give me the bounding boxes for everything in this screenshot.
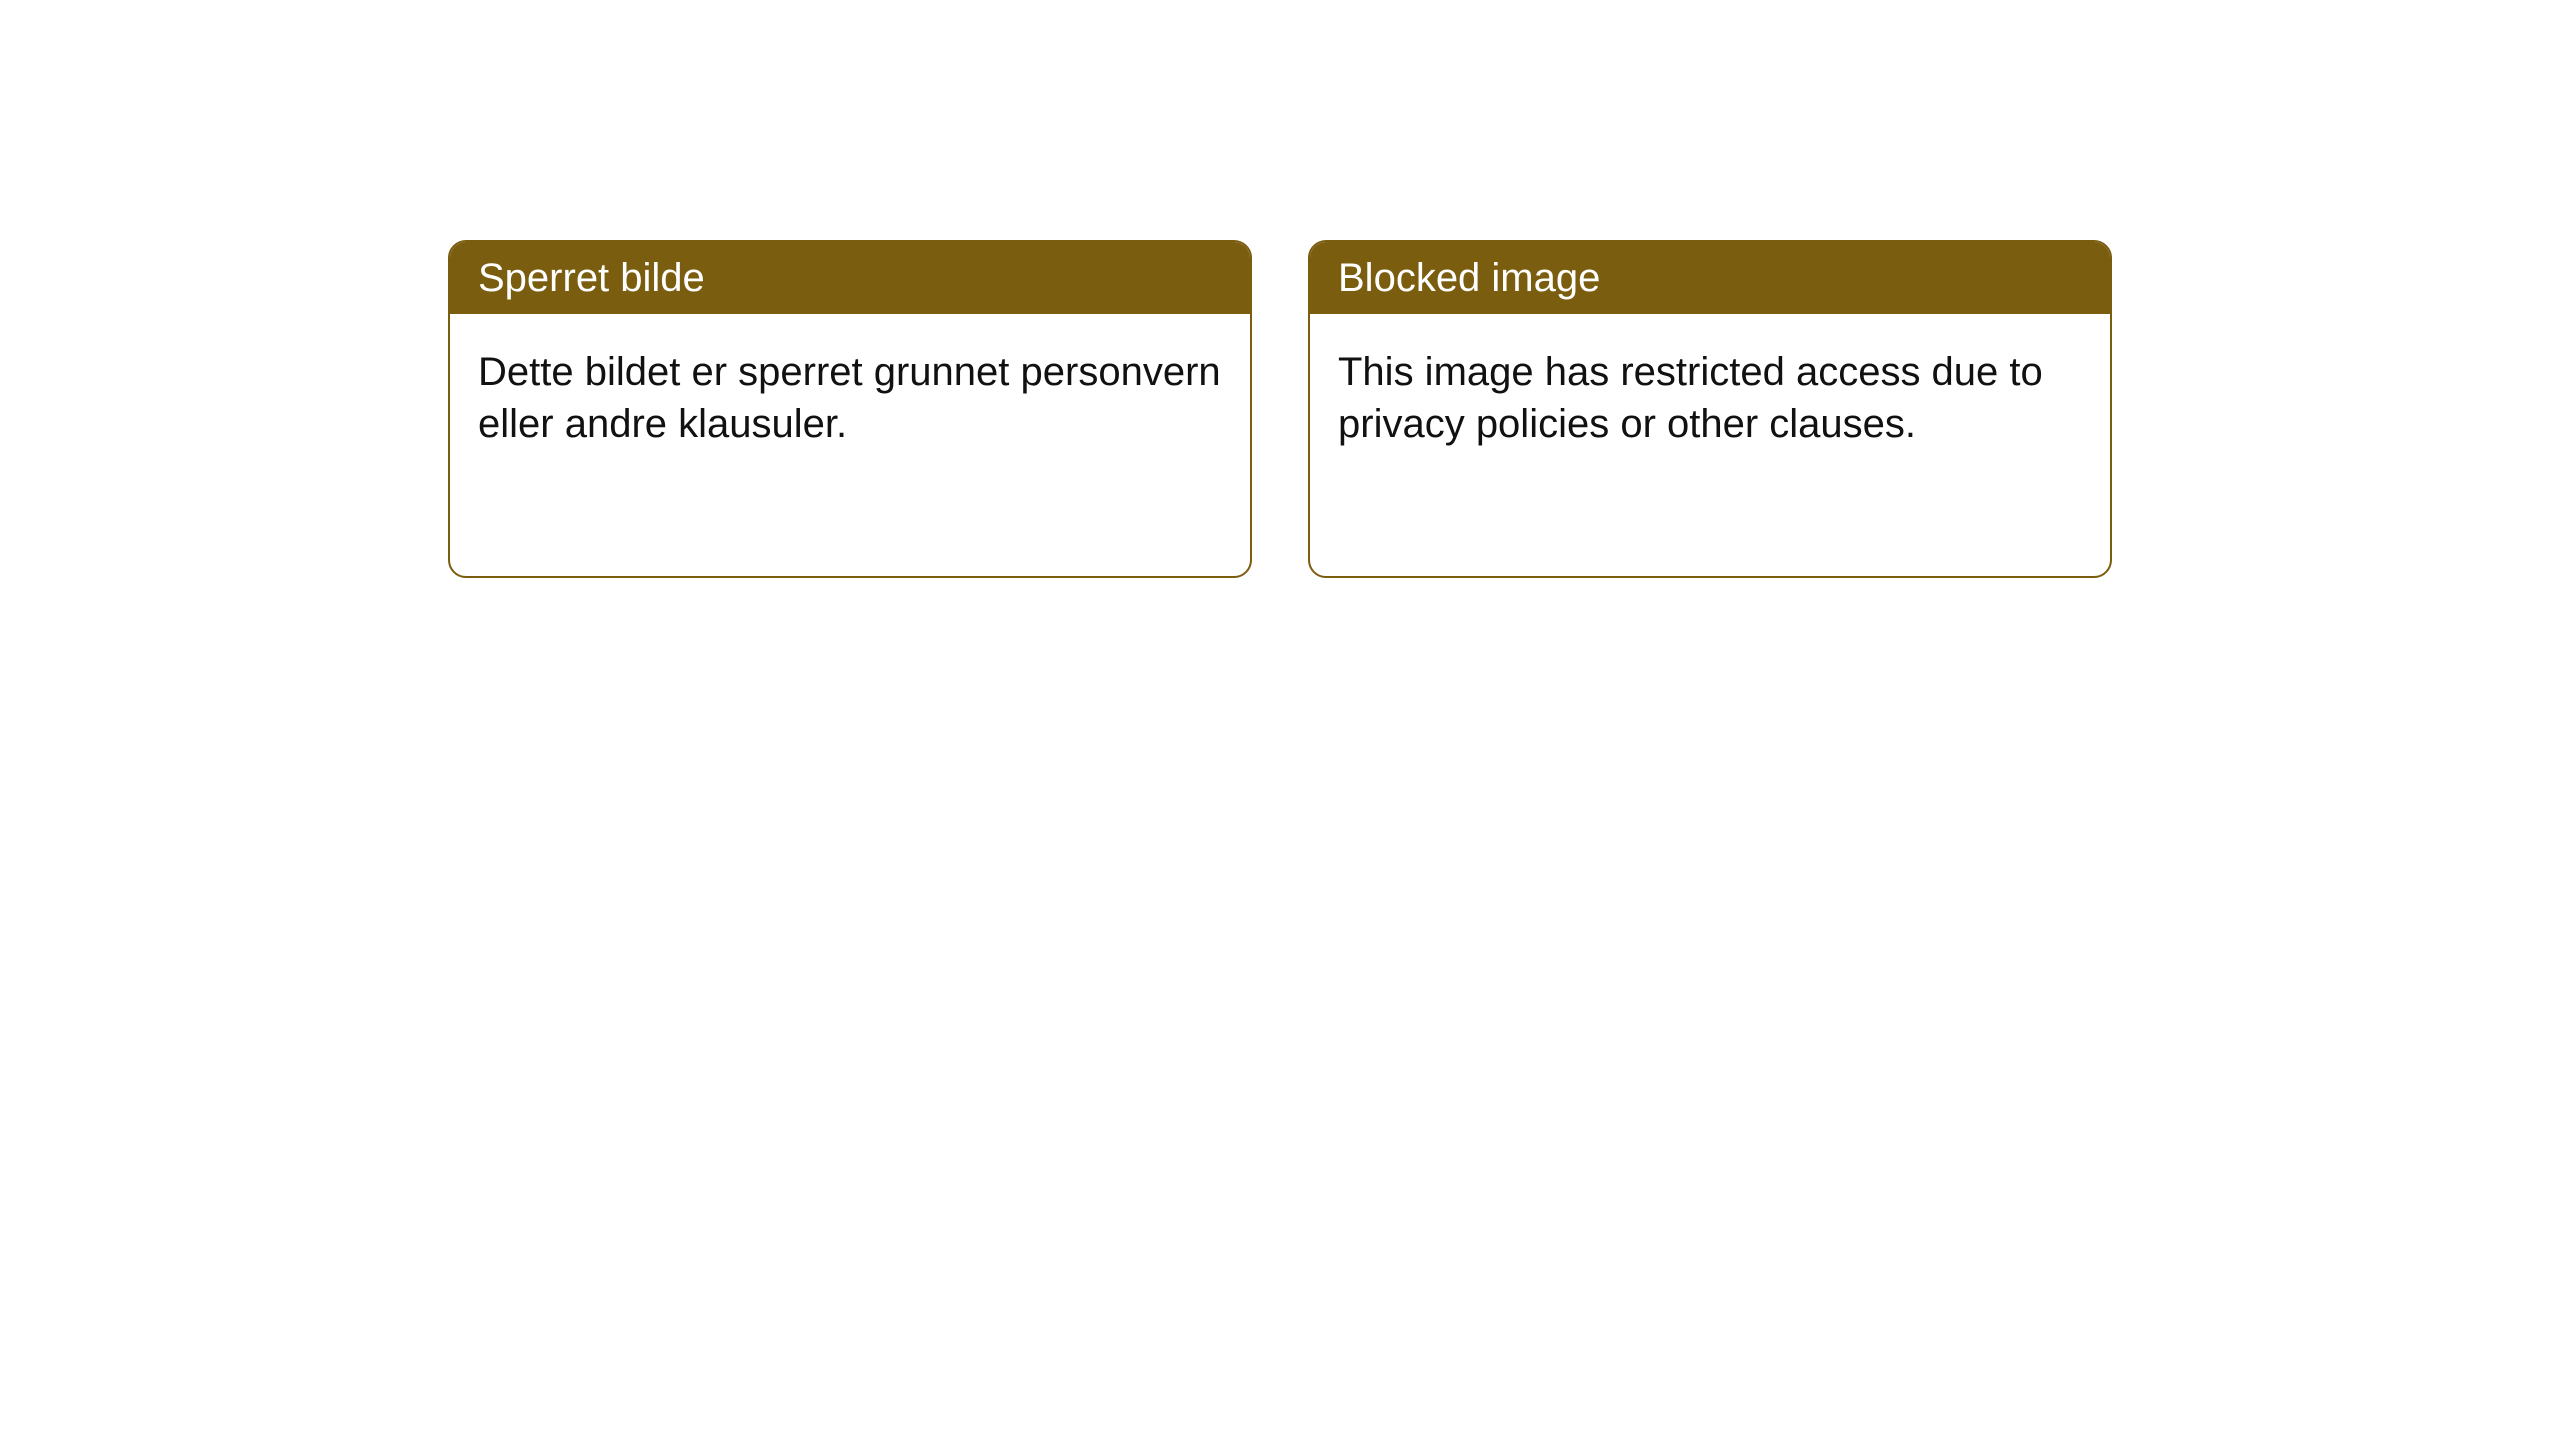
card-header: Sperret bilde — [450, 242, 1250, 314]
card-title: Sperret bilde — [478, 256, 705, 300]
card-title: Blocked image — [1338, 256, 1600, 300]
notice-card-norwegian: Sperret bilde Dette bildet er sperret gr… — [448, 240, 1252, 578]
card-body-text: This image has restricted access due to … — [1338, 350, 2043, 446]
notice-card-english: Blocked image This image has restricted … — [1308, 240, 2112, 578]
notice-cards-container: Sperret bilde Dette bildet er sperret gr… — [448, 240, 2112, 578]
card-body: This image has restricted access due to … — [1310, 314, 2110, 576]
card-body: Dette bildet er sperret grunnet personve… — [450, 314, 1250, 576]
card-body-text: Dette bildet er sperret grunnet personve… — [478, 350, 1221, 446]
card-header: Blocked image — [1310, 242, 2110, 314]
